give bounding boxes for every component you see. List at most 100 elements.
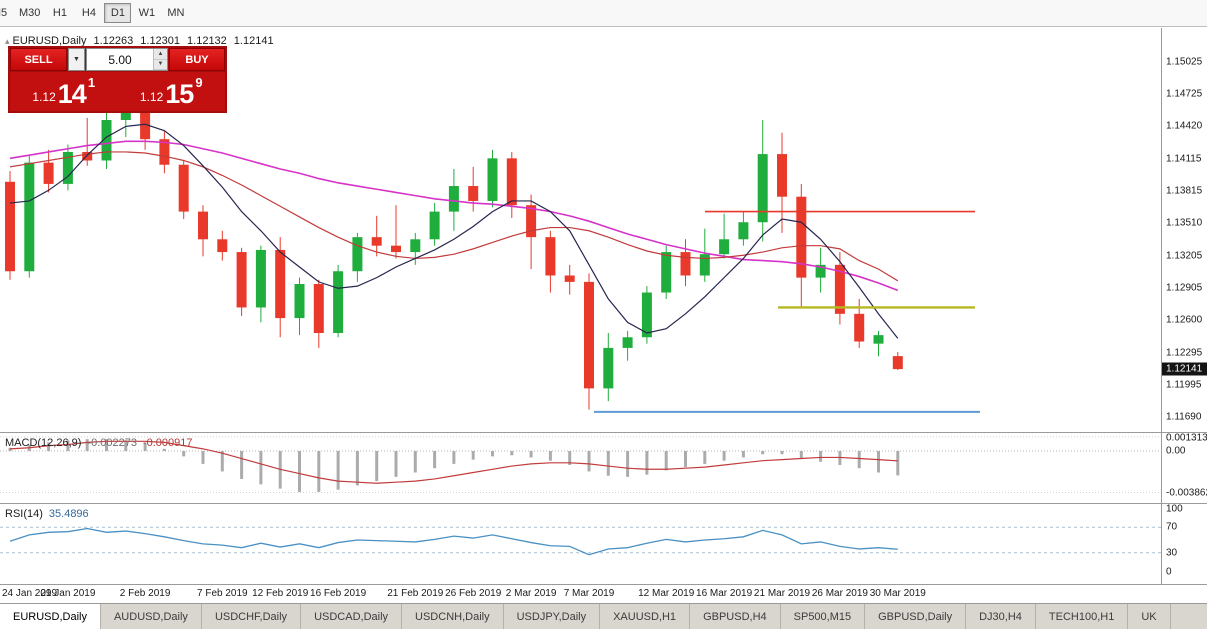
price-label: 1.12905 bbox=[1166, 282, 1203, 294]
volume-step-down-button[interactable]: ▼ bbox=[154, 59, 167, 70]
date-label: 26 Mar 2019 bbox=[811, 588, 868, 599]
volume-field-wrap: ▲ ▼ bbox=[86, 48, 168, 71]
main-chart-plot[interactable]: ▴ EURUSD,Daily 1.12263 1.12301 1.12132 1.1214… bbox=[0, 28, 1162, 432]
symbol-tab-USDCNH-Daily[interactable]: USDCNH,Daily bbox=[402, 604, 504, 629]
timeframe-button-M30[interactable]: M30 bbox=[15, 3, 44, 23]
symbol-tab-GBPUSD-Daily[interactable]: GBPUSD,Daily bbox=[865, 604, 967, 629]
symbol-tab-EURUSD-Daily[interactable]: EURUSD,Daily bbox=[0, 604, 101, 629]
rsi-plot: RSI(14) 35.4896 bbox=[0, 504, 1162, 584]
price-label: 1.12600 bbox=[1166, 314, 1203, 326]
candle-body bbox=[603, 347, 614, 389]
volume-step-up-button[interactable]: ▲ bbox=[154, 49, 167, 60]
timeframe-button-M5[interactable]: M5 bbox=[0, 3, 13, 23]
date-label: 7 Feb 2019 bbox=[196, 588, 248, 599]
candle-body bbox=[275, 249, 286, 319]
candle-body bbox=[217, 239, 228, 253]
candle-body bbox=[506, 158, 517, 206]
candle-body bbox=[738, 222, 749, 240]
price-label: 1.14725 bbox=[1166, 88, 1203, 100]
candle-body bbox=[757, 154, 768, 223]
chevron-down-icon: ▼ bbox=[73, 56, 80, 63]
candle-body bbox=[526, 205, 537, 238]
candle-body bbox=[178, 164, 189, 212]
candle-body bbox=[719, 239, 730, 255]
candle-body bbox=[854, 313, 865, 342]
macd-scale-label: 0.00 bbox=[1166, 445, 1186, 457]
candle-body bbox=[313, 284, 324, 334]
candle-body bbox=[796, 196, 807, 278]
bid-pip-digit: 1 bbox=[87, 75, 96, 90]
ask-price[interactable]: 1.12 15 9 bbox=[118, 72, 226, 111]
candle-body bbox=[82, 151, 93, 161]
timeframe-button-D1[interactable]: D1 bbox=[104, 3, 132, 23]
candle-body bbox=[120, 111, 131, 121]
macd-label: MACD(12,26,9) bbox=[5, 437, 82, 449]
buy-button[interactable]: BUY bbox=[169, 48, 225, 71]
symbol-tab-XAUUSD-H1[interactable]: XAUUSD,H1 bbox=[600, 604, 691, 629]
macd-scale-label: -0.003862 bbox=[1166, 487, 1207, 499]
date-label: 12 Feb 2019 bbox=[252, 588, 309, 599]
candle-body bbox=[892, 356, 903, 370]
symbol-tab-SP500-M15[interactable]: SP500,M15 bbox=[780, 604, 866, 629]
candle-body bbox=[699, 254, 710, 276]
volume-dropdown-button[interactable]: ▼ bbox=[68, 48, 85, 71]
rsi-line bbox=[9, 527, 898, 556]
bid-price[interactable]: 1.12 14 1 bbox=[10, 72, 118, 111]
one-click-trading-widget: SELL ▼ ▲ ▼ BUY 1.12 14 1 1.1 bbox=[8, 46, 227, 113]
candle-body bbox=[101, 120, 112, 161]
symbol-tab-bar: EURUSD,Daily AUDUSD,Daily USDCHF,Daily USDC… bbox=[0, 603, 1207, 629]
volume-input[interactable] bbox=[87, 49, 153, 70]
candle-body bbox=[255, 249, 266, 308]
candle-body bbox=[5, 181, 15, 272]
candle-body bbox=[159, 139, 170, 165]
candle-body bbox=[448, 186, 459, 212]
candle-body bbox=[680, 252, 691, 276]
collapse-arrow-icon[interactable]: ▴ bbox=[5, 36, 10, 46]
timeframe-button-H4[interactable]: H4 bbox=[75, 3, 102, 23]
timeframe-button-W1[interactable]: W1 bbox=[133, 3, 160, 23]
candle-body bbox=[815, 264, 826, 278]
date-axis[interactable]: 24 Jan 2019 29 Jan 2019 2 Feb 2019 7 Feb 20… bbox=[0, 584, 1207, 603]
macd-signal-value: -0.000917 bbox=[142, 437, 193, 449]
timeframe-button-MN[interactable]: MN bbox=[162, 3, 189, 23]
triangle-up-icon: ▲ bbox=[157, 50, 164, 57]
timeframe-button-H1[interactable]: H1 bbox=[46, 3, 73, 23]
candle-body bbox=[777, 154, 787, 197]
rsi-chart bbox=[0, 526, 1162, 556]
price-scale[interactable]: 1.15025 1.14725 1.14420 1.14115 1.13815 1.135… bbox=[1161, 28, 1207, 432]
symbol-tab-USDCHF-Daily[interactable]: USDCHF,Daily bbox=[201, 604, 302, 629]
rsi-header: RSI(14) 35.4896 bbox=[5, 508, 89, 520]
bid-big-digits: 14 bbox=[57, 79, 87, 110]
date-label: 21 Mar 2019 bbox=[753, 588, 811, 599]
sell-button[interactable]: SELL bbox=[10, 48, 67, 71]
low-value: 1.12132 bbox=[187, 35, 227, 47]
price-label: 1.13815 bbox=[1166, 185, 1203, 197]
candle-body bbox=[391, 245, 401, 253]
symbol-tab-DJ30-H4[interactable]: DJ30,H4 bbox=[966, 604, 1036, 629]
macd-scale-label: 0.001313 bbox=[1166, 433, 1207, 444]
price-label: 1.15025 bbox=[1166, 56, 1203, 68]
price-label: 1.13510 bbox=[1166, 217, 1203, 229]
symbol-tab-TECH100-H1[interactable]: TECH100,H1 bbox=[1035, 604, 1129, 629]
candle-body bbox=[140, 111, 151, 140]
date-label: 29 Jan 2019 bbox=[40, 588, 96, 599]
candle-body bbox=[641, 292, 652, 338]
candlestick-chart bbox=[5, 107, 980, 413]
current-price-badge: 1.12141 bbox=[1162, 362, 1207, 376]
rsi-scale-label: 70 bbox=[1166, 521, 1178, 533]
candle-body bbox=[468, 186, 479, 201]
ma_slow-line bbox=[9, 140, 899, 292]
symbol-tab-UK[interactable]: UK bbox=[1128, 604, 1171, 629]
bid-prefix: 1.12 bbox=[32, 90, 56, 104]
symbol-period-label: EURUSD,Daily bbox=[12, 35, 87, 47]
symbol-tab-GBPUSD-H4[interactable]: GBPUSD,H4 bbox=[690, 604, 781, 629]
symbol-tab-AUDUSD-Daily[interactable]: AUDUSD,Daily bbox=[100, 604, 202, 629]
chart-title: ▴ EURUSD,Daily 1.12263 1.12301 1.12132 1.1214… bbox=[5, 35, 274, 47]
candle-body bbox=[873, 335, 884, 344]
triangle-down-icon: ▼ bbox=[157, 61, 164, 68]
price-label: 1.14115 bbox=[1166, 153, 1202, 165]
candle-body bbox=[236, 252, 247, 308]
symbol-tab-USDCAD-Daily[interactable]: USDCAD,Daily bbox=[301, 604, 403, 629]
symbol-tab-USDJPY-Daily[interactable]: USDJPY,Daily bbox=[503, 604, 601, 629]
candle-body bbox=[333, 271, 344, 334]
